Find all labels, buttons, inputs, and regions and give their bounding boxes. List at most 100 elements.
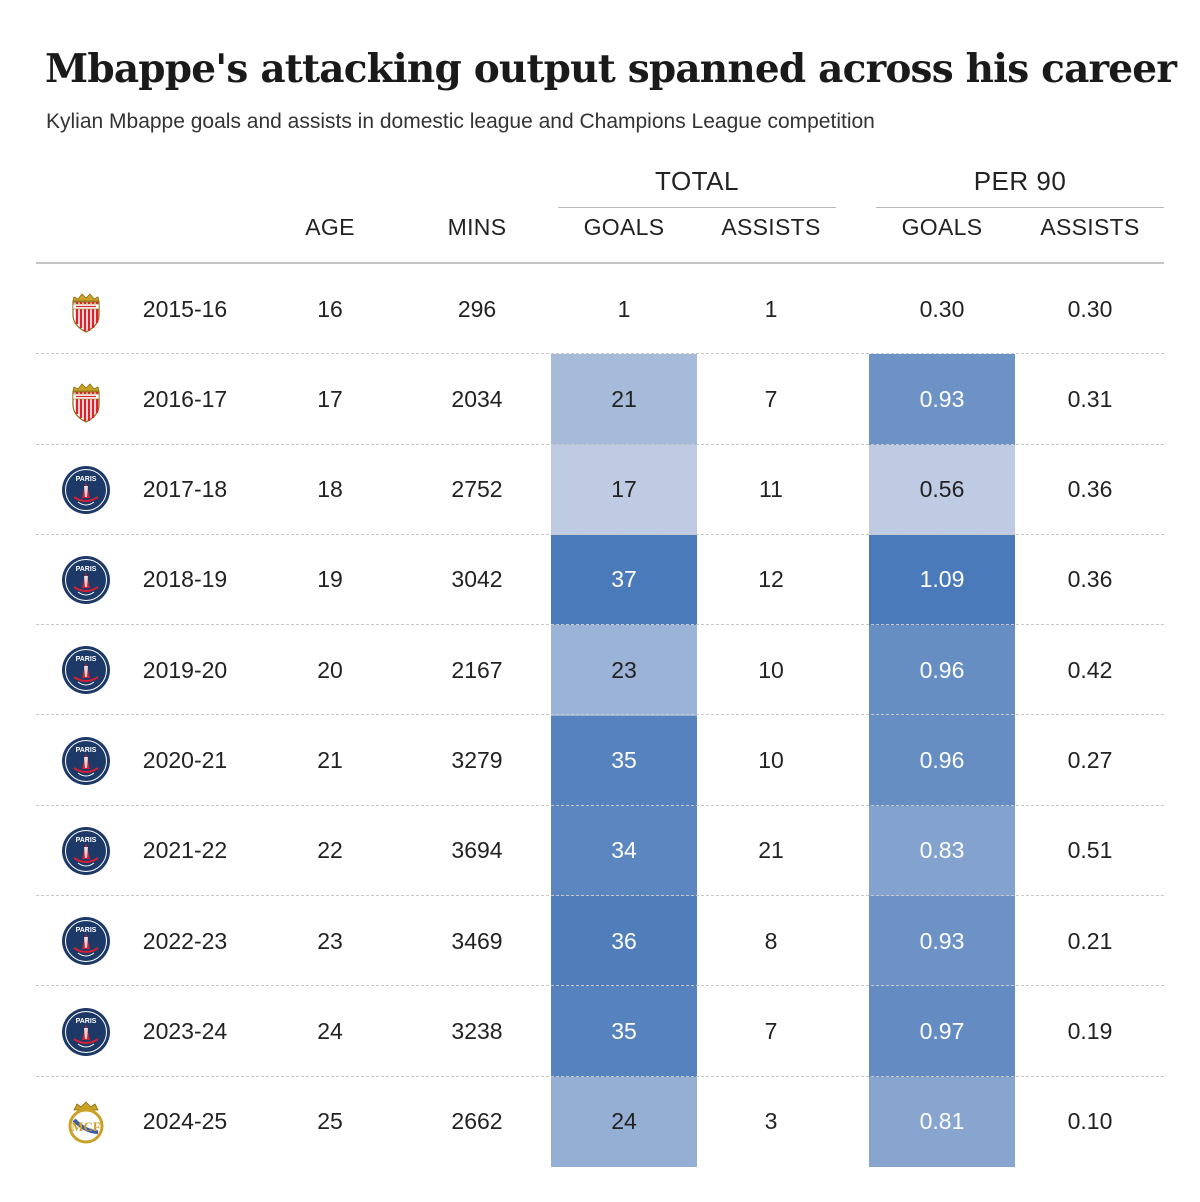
cell-season: 2021-22 xyxy=(142,837,228,864)
psg-crest-icon xyxy=(60,915,112,967)
per90-goals-shade xyxy=(869,534,1015,626)
psg-crest-icon xyxy=(60,735,112,787)
per90-goals-shade xyxy=(869,354,1015,446)
cell-total-goals: 36 xyxy=(611,927,637,954)
total-goals-shade xyxy=(551,805,697,897)
row-separator xyxy=(36,714,1164,716)
cell-total-goals: 37 xyxy=(611,566,637,593)
cell-total-goals: 24 xyxy=(611,1108,637,1135)
cell-season: 2018-19 xyxy=(142,566,228,593)
cell-mins: 2662 xyxy=(451,1108,503,1135)
cell-per90-goals: 0.96 xyxy=(919,747,965,773)
cell-per90-goals: 0.56 xyxy=(919,476,965,503)
per90-goals-shade xyxy=(869,805,1015,897)
cell-total-goals: 35 xyxy=(611,747,637,773)
cell-per90-goals: 0.93 xyxy=(919,927,965,954)
cell-season: 2019-20 xyxy=(142,656,228,683)
header-total-assists: ASSISTS xyxy=(721,214,821,240)
cell-total-assists: 21 xyxy=(758,837,784,864)
cell-total-assists: 1 xyxy=(764,295,778,322)
total-goals-shade xyxy=(551,444,697,536)
group-label-total: TOTAL xyxy=(655,166,739,196)
cell-per90-assists: 0.21 xyxy=(1067,927,1113,954)
total-goals-shade xyxy=(551,625,697,716)
row-separator xyxy=(36,443,1164,445)
cell-mins: 296 xyxy=(457,295,497,322)
cell-total-assists: 10 xyxy=(758,747,784,773)
cell-season: 2024-25 xyxy=(142,1108,228,1135)
per90-goals-shade xyxy=(869,1076,1015,1168)
cell-total-assists: 11 xyxy=(759,476,783,503)
cell-mins: 3279 xyxy=(451,747,503,773)
cell-per90-assists: 0.10 xyxy=(1067,1108,1113,1135)
table-row: 2019-20 20 2167 23 10 0.96 0.42 xyxy=(0,625,1200,716)
cell-mins: 3694 xyxy=(451,837,503,864)
cell-age: 21 xyxy=(317,747,343,773)
monaco-crest-icon xyxy=(60,283,112,335)
row-separator xyxy=(36,624,1164,626)
cell-mins: 3238 xyxy=(451,1017,503,1044)
cell-per90-goals: 0.81 xyxy=(919,1108,965,1135)
table-row: 2015-16 16 296 1 1 0.30 0.30 xyxy=(0,264,1200,355)
psg-crest-icon xyxy=(60,825,112,877)
row-separator xyxy=(36,353,1164,355)
cell-total-goals: 35 xyxy=(611,1017,637,1044)
cell-mins: 3042 xyxy=(451,566,503,593)
cell-total-assists: 7 xyxy=(764,385,778,412)
header-total-goals: GOALS xyxy=(583,214,665,240)
cell-total-assists: 10 xyxy=(758,656,784,683)
cell-per90-assists: 0.51 xyxy=(1067,837,1113,864)
cell-total-assists: 8 xyxy=(764,927,778,954)
table-row: 2016-17 17 2034 21 7 0.93 0.31 xyxy=(0,354,1200,446)
cell-per90-goals: 0.96 xyxy=(919,656,965,683)
header-age: AGE xyxy=(305,214,355,240)
header-per90-assists: ASSISTS xyxy=(1040,214,1140,240)
cell-mins: 2752 xyxy=(451,476,503,503)
cell-age: 22 xyxy=(317,837,343,864)
table-row: 2018-19 19 3042 37 12 1.09 0.36 xyxy=(0,534,1200,626)
header-divider xyxy=(36,262,1164,264)
total-goals-shade xyxy=(551,1076,697,1168)
per90-goals-shade xyxy=(869,444,1015,536)
cell-per90-assists: 0.42 xyxy=(1067,656,1113,683)
cell-season: 2022-23 xyxy=(142,927,228,954)
row-separator xyxy=(36,1075,1164,1077)
cell-per90-assists: 0.36 xyxy=(1067,476,1113,503)
cell-age: 19 xyxy=(317,566,343,593)
total-goals-shade xyxy=(551,715,697,807)
real-madrid-crest-icon xyxy=(60,1096,112,1148)
per90-goals-shade xyxy=(869,896,1015,987)
per90-goals-shade xyxy=(869,986,1015,1078)
cell-total-assists: 12 xyxy=(758,566,784,593)
total-goals-shade xyxy=(551,986,697,1078)
cell-total-goals: 17 xyxy=(611,476,637,503)
per90-goals-shade xyxy=(869,625,1015,716)
cell-total-goals: 21 xyxy=(611,385,637,412)
cell-age: 25 xyxy=(317,1108,343,1135)
group-label-per90: PER 90 xyxy=(973,166,1067,196)
table-row: 2017-18 18 2752 17 11 0.56 0.36 xyxy=(0,444,1200,536)
cell-age: 18 xyxy=(317,476,343,503)
cell-per90-goals: 0.93 xyxy=(919,385,965,412)
cell-age: 23 xyxy=(317,927,343,954)
cell-total-assists: 3 xyxy=(764,1108,778,1135)
cell-age: 16 xyxy=(317,295,343,322)
chart-subtitle: Kylian Mbappe goals and assists in domes… xyxy=(46,110,875,133)
row-separator xyxy=(36,985,1164,987)
cell-season: 2023-24 xyxy=(142,1017,228,1044)
table-row: 2024-25 25 2662 24 3 0.81 0.10 xyxy=(0,1076,1200,1168)
cell-season: 2016-17 xyxy=(142,385,228,412)
total-goals-shade xyxy=(551,896,697,987)
cell-mins: 2034 xyxy=(451,385,503,412)
table-row: 2023-24 24 3238 35 7 0.97 0.19 xyxy=(0,986,1200,1078)
row-separator xyxy=(36,804,1164,806)
cell-per90-goals: 1.09 xyxy=(919,566,965,593)
psg-crest-icon xyxy=(60,644,112,696)
cell-season: 2017-18 xyxy=(142,476,228,503)
cell-per90-assists: 0.19 xyxy=(1067,1017,1113,1044)
cell-total-goals: 34 xyxy=(611,837,637,864)
cell-per90-goals: 0.97 xyxy=(919,1017,965,1044)
cell-per90-assists: 0.31 xyxy=(1067,385,1113,412)
psg-crest-icon xyxy=(60,464,112,516)
cell-total-goals: 1 xyxy=(617,295,631,322)
